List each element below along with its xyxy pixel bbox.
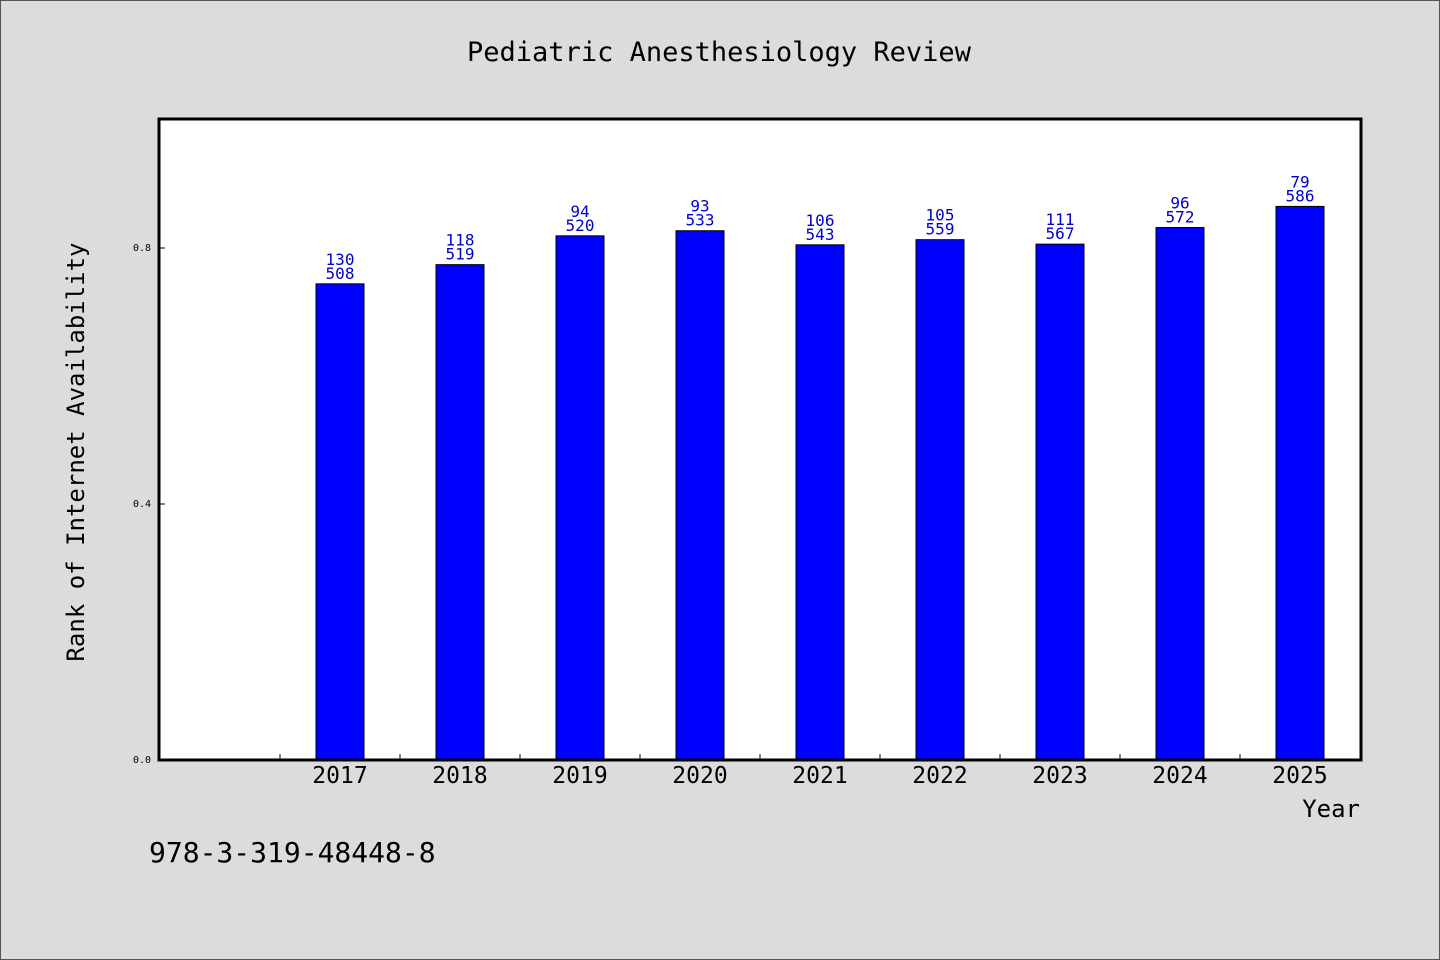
bar-2019 — [555, 235, 605, 761]
x-tick-label-2021: 2021 — [792, 763, 847, 789]
data-label-bottom-2020: 533 — [686, 211, 715, 230]
data-label-top-2018: 118 — [446, 231, 475, 250]
x-axis-label: Year — [1302, 795, 1360, 823]
x-tick-label-2017: 2017 — [312, 763, 367, 789]
y-tick-label: 0.4 — [133, 499, 151, 510]
data-label-bottom-2021: 543 — [806, 225, 835, 244]
data-label-bottom-2023: 567 — [1046, 224, 1075, 243]
x-tick-label-2023: 2023 — [1032, 763, 1087, 789]
x-tick-label-2018: 2018 — [432, 763, 487, 789]
bar-2022 — [915, 239, 965, 761]
x-tick-label-2025: 2025 — [1272, 763, 1327, 789]
x-tick-label-2022: 2022 — [912, 763, 967, 789]
data-label-bottom-2019: 520 — [566, 216, 595, 235]
y-tick-label: 0.0 — [133, 755, 151, 766]
bar-2017 — [315, 283, 365, 761]
data-label-top-2021: 106 — [806, 211, 835, 230]
bar-2024 — [1155, 227, 1205, 761]
bar-2023 — [1035, 243, 1085, 761]
data-label-top-2024: 96 — [1170, 194, 1189, 213]
x-tick-label-2024: 2024 — [1152, 763, 1207, 789]
data-label-top-2025: 79 — [1290, 172, 1309, 191]
bar-2021 — [795, 244, 845, 761]
bars-group — [315, 205, 1325, 761]
data-label-bottom-2022: 559 — [926, 220, 955, 239]
data-label-top-2017: 130 — [326, 250, 355, 269]
data-label-top-2020: 93 — [690, 197, 709, 216]
x-tick-label-2020: 2020 — [672, 763, 727, 789]
data-label-top-2022: 105 — [926, 206, 955, 225]
data-label-bottom-2025: 586 — [1286, 186, 1315, 205]
x-tick-label-2019: 2019 — [552, 763, 607, 789]
data-label-top-2023: 111 — [1046, 210, 1075, 229]
data-label-top-2019: 94 — [570, 202, 589, 221]
data-label-bottom-2018: 519 — [446, 245, 475, 264]
bar-2025 — [1275, 205, 1325, 761]
data-label-bottom-2017: 508 — [326, 264, 355, 283]
chart-title: Pediatric Anesthesiology Review — [467, 37, 972, 68]
data-label-bottom-2024: 572 — [1166, 208, 1195, 227]
y-tick-label: 0.8 — [133, 243, 151, 254]
bar-2018 — [435, 264, 485, 761]
y-axis-label: Rank of Internet Availability — [62, 242, 90, 661]
isbn-footnote: 978-3-319-48448-8 — [149, 836, 436, 869]
bar-2020 — [675, 230, 725, 761]
plot-border — [157, 117, 1363, 762]
x-axis-ticks: 2017 2018 2019 2020 2021 2022 2023 2024 2025 — [279, 754, 1361, 789]
